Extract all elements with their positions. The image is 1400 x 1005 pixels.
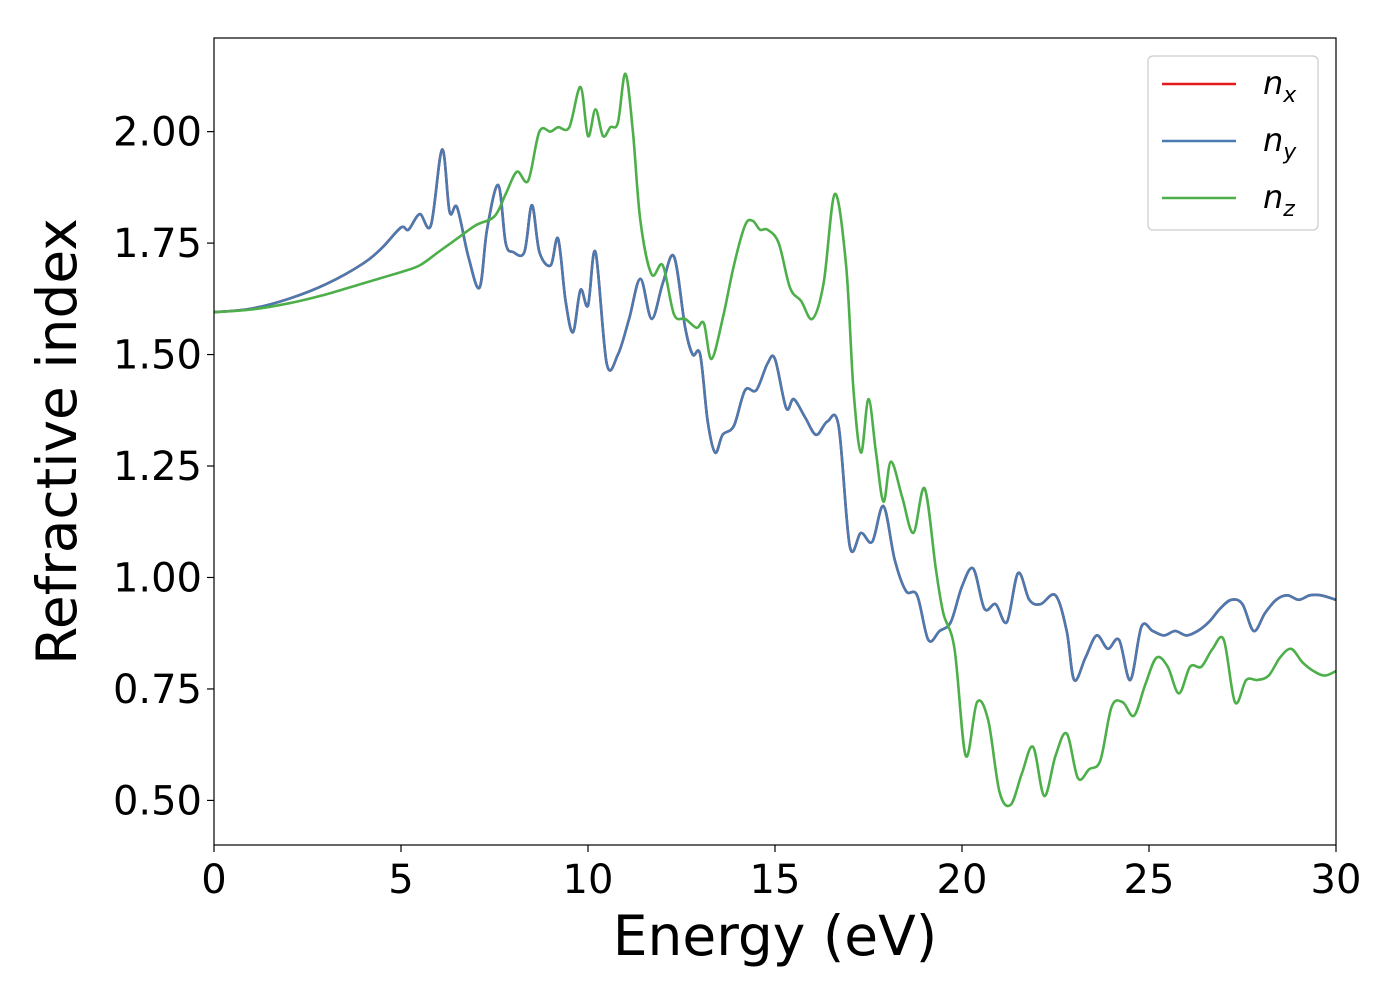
y-tick-label: 1.00 [113,555,202,601]
y-axis-ticks: 0.50 0.75 1.00 1.25 1.50 1.75 2.00 [113,110,214,824]
x-tick-label: 20 [937,857,988,903]
series-line-y [214,148,1336,682]
x-tick-label: 15 [750,857,801,903]
legend-box [1147,55,1319,231]
series-layer [214,72,1336,808]
x-tick-label: 30 [1311,857,1362,903]
legend: nx ny nz [1147,55,1319,231]
legend-label-y: ny [1263,121,1297,165]
x-tick-label: 5 [388,857,413,903]
y-tick-label: 2.00 [113,110,202,156]
y-tick-label: 1.75 [113,221,202,267]
y-tick-label: 1.25 [113,444,202,490]
y-tick-label: 0.50 [113,778,202,824]
x-tick-label: 10 [563,857,614,903]
legend-label-x: nx [1263,64,1297,108]
legend-label-z: nz [1263,178,1295,222]
y-tick-label: 1.50 [113,333,202,379]
y-tick-label: 0.75 [113,667,202,713]
x-tick-label: 0 [201,857,226,903]
x-axis-label: Energy (eV) [613,904,937,968]
x-tick-label: 25 [1124,857,1175,903]
series-line-z [214,72,1336,808]
x-axis-ticks: 0 5 10 15 20 25 30 [201,845,1361,903]
y-axis-label: Refractive index [25,218,89,665]
